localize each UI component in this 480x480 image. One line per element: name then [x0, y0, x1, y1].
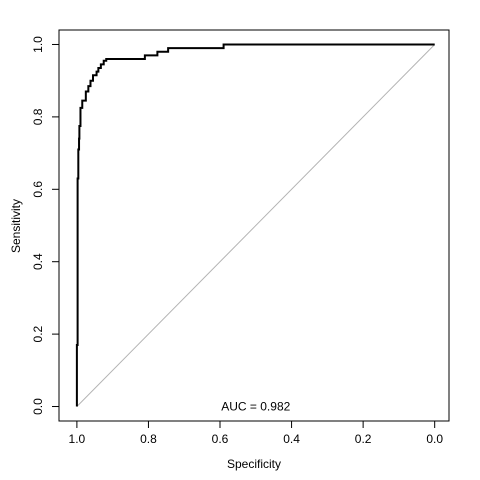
auc-annotation: AUC = 0.982 — [221, 400, 290, 414]
y-tick-label: 1.0 — [31, 36, 45, 53]
x-tick-label: 0.8 — [140, 432, 157, 446]
x-tick-label: 0.2 — [355, 432, 372, 446]
x-tick-label: 0.6 — [212, 432, 229, 446]
y-tick-label: 0.4 — [31, 253, 45, 270]
roc-curve-series — [75, 43, 435, 407]
x-tick-label: 1.0 — [69, 432, 86, 446]
y-tick-label: 0.8 — [31, 108, 45, 125]
x-axis: 1.0 0.8 0.6 0.4 0.2 0.0 — [69, 421, 443, 446]
plot-frame — [58, 29, 450, 422]
y-axis-title: Sensitivity — [9, 199, 23, 253]
y-axis: 0.0 0.2 0.4 0.6 0.8 1.0 — [31, 36, 59, 415]
x-axis-title: Specificity — [227, 457, 281, 471]
x-tick-label: 0.0 — [426, 432, 443, 446]
y-tick-label: 0.6 — [31, 181, 45, 198]
x-tick-label: 0.4 — [283, 432, 300, 446]
reference-diagonal — [76, 44, 436, 407]
y-tick-label: 0.2 — [31, 325, 45, 342]
y-tick-label: 0.0 — [31, 398, 45, 415]
